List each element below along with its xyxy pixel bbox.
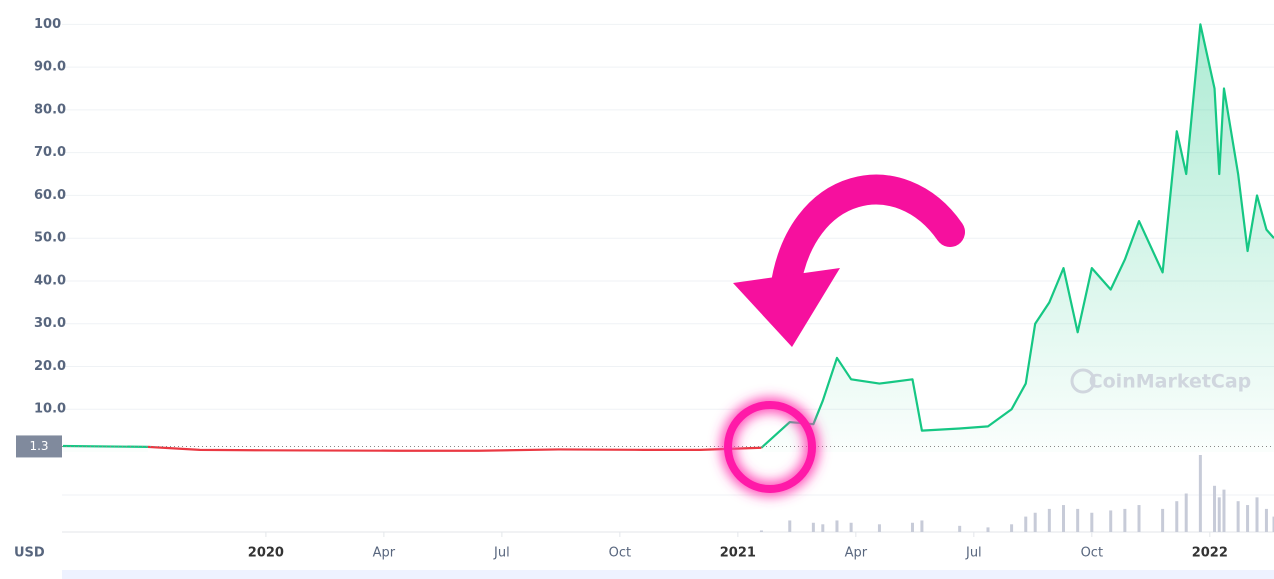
- volume-bar: [835, 520, 839, 532]
- volume-bar: [1137, 505, 1141, 532]
- current-price-label: 1.3: [29, 439, 48, 453]
- volume-bar: [1024, 516, 1028, 532]
- volume-bar: [788, 520, 792, 532]
- arrow-shaft: [770, 174, 965, 305]
- volume-bar: [1272, 516, 1274, 532]
- y-tick-label: 10.0: [34, 402, 66, 417]
- volume-bar: [877, 524, 881, 532]
- y-tick-label: 60.0: [34, 188, 66, 203]
- area: [62, 24, 1274, 453]
- volume-bar: [1264, 508, 1268, 532]
- volume-bar: [1213, 485, 1217, 532]
- volume-bar: [811, 522, 815, 532]
- x-tick-label: 2021: [720, 546, 756, 561]
- highlight-circle: [724, 401, 816, 493]
- volume-bar: [1010, 524, 1014, 532]
- annotation: [721, 174, 965, 496]
- arrow-head: [733, 268, 840, 347]
- volume-bar: [1076, 508, 1080, 532]
- volume-bar: [1217, 497, 1221, 532]
- volume-bar: [849, 522, 853, 532]
- volume-bar: [1090, 512, 1094, 532]
- volume-bar: [1255, 497, 1259, 532]
- volume-bar: [1198, 455, 1202, 532]
- y-tick-label: 70.0: [34, 145, 66, 160]
- watermark-logo: [1070, 368, 1096, 394]
- volume-bar: [1175, 501, 1179, 532]
- y-tick-label: 40.0: [34, 273, 66, 288]
- price-line: [147, 445, 762, 452]
- plot: 10.0 20.0 30.0 40.0 50.0 60.0 70.0 80.0 90.0 100 2…: [16, 17, 1274, 561]
- volume-bar: [1109, 510, 1113, 532]
- volume-bar: [1033, 512, 1037, 532]
- y-tick-label: 30.0: [34, 316, 66, 331]
- volume-bar: [958, 525, 962, 532]
- volume-bar: [1161, 508, 1165, 532]
- volume-bar: [1246, 505, 1250, 532]
- currency-label: USD: [14, 546, 45, 561]
- x-tick-label: Oct: [1081, 546, 1103, 561]
- volume-bar: [910, 522, 914, 532]
- volume-bar: [1184, 493, 1188, 532]
- watermark: CoinMarketCap: [1089, 371, 1252, 393]
- volume-bar: [759, 530, 763, 532]
- volume-bar: [1236, 501, 1240, 532]
- x-tick-label: Jul: [493, 546, 510, 561]
- y-tick-label: 80.0: [34, 102, 66, 117]
- volume-bar: [1123, 508, 1127, 532]
- y-tick-label: 100: [34, 17, 61, 32]
- x-tick-label: Oct: [609, 546, 631, 561]
- x-tick-label: 2022: [1192, 546, 1228, 561]
- volume-bar: [821, 524, 825, 532]
- x-tick-label: Apr: [845, 546, 868, 561]
- volume-bar: [986, 527, 990, 532]
- x-tick-label: Jul: [965, 546, 982, 561]
- y-tick-label: 90.0: [34, 60, 66, 75]
- volume-bar: [920, 520, 924, 532]
- volume-bar: [1047, 508, 1051, 532]
- scroll-strip: [62, 570, 1274, 579]
- current-price-box: [16, 435, 62, 458]
- volume-bar: [1222, 489, 1226, 532]
- x-tick-label: 2020: [248, 546, 284, 561]
- y-tick-label: 20.0: [34, 359, 66, 374]
- volume-bar: [1062, 505, 1066, 532]
- y-tick-label: 50.0: [34, 231, 66, 246]
- x-tick-label: Apr: [373, 546, 396, 561]
- price-line: [62, 23, 1274, 449]
